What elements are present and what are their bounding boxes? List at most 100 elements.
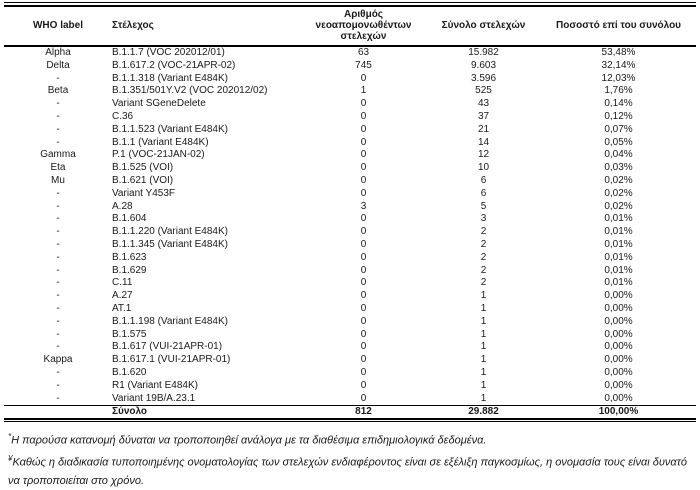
who-label-cell: -: [56, 264, 60, 276]
strain-cell: A.27: [112, 290, 133, 302]
total-strains-cell: 10: [477, 162, 490, 174]
percentage-cell: 0,01%: [604, 226, 633, 238]
table-row: Gamma P.1 (VOC-21JAN-02) 0 12 0,04%: [4, 149, 696, 162]
new-isolates-cell: 0: [360, 328, 367, 340]
strain-cell: B.1.604: [112, 213, 147, 225]
total-strains-cell: 2: [480, 264, 487, 276]
table-row: Beta B.1.351/501Y.V2 (VOC 202012/02) 1 525 1…: [4, 85, 696, 98]
variants-report-page: WHO label Στέλεχος Αριθμός νεοαπομονωθέν…: [4, 2, 696, 487]
table-row: - Variant SGeneDelete 0 43 0,14%: [4, 98, 696, 111]
who-label-cell: -: [56, 123, 60, 135]
percentage-cell: 0,01%: [604, 277, 633, 289]
strain-cell: Variant SGeneDelete: [112, 98, 206, 110]
who-label-cell: -: [56, 379, 60, 391]
new-isolates-cell: 0: [360, 354, 367, 366]
strain-cell: B.1.1.7 (VOC 202012/01): [112, 47, 225, 58]
total-strains-cell: 14: [477, 136, 490, 148]
strain-cell: B.1.617.2 (VOC-21APR-02): [112, 59, 236, 71]
top-rule-thick: [4, 5, 696, 7]
new-isolates-cell: 0: [360, 264, 367, 276]
total-strains-cell: 6: [480, 174, 487, 186]
total-percentage: 100,00%: [541, 405, 696, 419]
who-label-cell: -: [56, 187, 60, 199]
who-label-cell: -: [56, 392, 60, 404]
new-isolates-cell: 0: [360, 213, 367, 225]
table-row: Mu B.1.621 (VOI) 0 6 0,02%: [4, 175, 696, 188]
footnote-1-marker: *: [8, 432, 12, 442]
strain-cell: B.1.1.198 (Variant E484K): [112, 315, 228, 327]
bottom-rule-thin: [4, 421, 696, 423]
who-label-cell: -: [56, 200, 60, 212]
total-strains-cell: 1: [480, 392, 487, 404]
percentage-cell: 0,01%: [604, 238, 633, 250]
total-strains: 29.882: [426, 405, 541, 419]
table-row: - B.1.1.523 (Variant E484K) 0 21 0,07%: [4, 124, 696, 137]
who-label-cell: Beta: [47, 85, 69, 97]
total-strains-cell: 12: [477, 149, 490, 161]
table-row: - C.36 0 37 0,12%: [4, 111, 696, 124]
percentage-cell: 0,00%: [604, 392, 633, 404]
strain-cell: B.1.1.523 (Variant E484K): [112, 123, 228, 135]
total-strains-cell: 1: [480, 328, 487, 340]
percentage-cell: 0,00%: [604, 341, 633, 353]
percentage-cell: 0,07%: [604, 123, 633, 135]
total-strains-cell: 6: [480, 187, 487, 199]
new-isolates-cell: 0: [360, 392, 367, 404]
total-strains-cell: 5: [480, 200, 487, 212]
total-empty-cell: [4, 405, 112, 419]
percentage-cell: 0,02%: [604, 200, 633, 212]
total-strains-cell: 2: [480, 251, 487, 263]
total-strains-cell: 1: [480, 302, 487, 314]
strain-cell: C.36: [112, 110, 134, 122]
table-row: - B.1.1.345 (Variant E484K) 0 2 0,01%: [4, 239, 696, 252]
total-strains-cell: 1: [480, 366, 487, 378]
total-strains-cell: 3.596: [470, 72, 497, 84]
strain-cell: B.1.623: [112, 251, 147, 263]
new-isolates-cell: 0: [360, 341, 367, 353]
table-row: - B.1.1 (Variant E484K) 0 14 0,05%: [4, 137, 696, 150]
who-label-cell: -: [56, 213, 60, 225]
new-isolates-cell: 0: [360, 277, 367, 289]
table-bottom-border: [4, 418, 696, 423]
strain-cell: B.1.617.1 (VUI-21APR-01): [112, 354, 231, 366]
table-row: - Variant Y453F 0 6 0,02%: [4, 188, 696, 201]
percentage-cell: 0,02%: [604, 187, 633, 199]
strain-cell: P.1 (VOC-21JAN-02): [112, 149, 205, 161]
table-row: Delta B.1.617.2 (VOC-21APR-02) 745 9.603 32,…: [4, 60, 696, 73]
percentage-cell: 32,14%: [601, 59, 636, 71]
new-isolates-cell: 0: [360, 290, 367, 302]
percentage-cell: 1,76%: [604, 85, 633, 97]
percentage-cell: 0,00%: [604, 290, 633, 302]
new-isolates-cell: 0: [360, 174, 367, 186]
percentage-cell: 0,01%: [604, 264, 633, 276]
who-label-cell: -: [56, 110, 60, 122]
percentage-cell: 12,03%: [601, 72, 636, 84]
who-label-cell: Eta: [50, 162, 66, 174]
strain-cell: B.1.621 (VOI): [112, 174, 174, 186]
strain-cell: A.28: [112, 200, 133, 212]
table-row: Kappa B.1.617.1 (VUI-21APR-01) 0 1 0,00%: [4, 354, 696, 367]
total-strains-cell: 3: [480, 213, 487, 225]
table-footer: Σύνολο 812 29.882 100,00%: [4, 405, 696, 419]
percentage-cell: 53,48%: [601, 47, 636, 58]
new-isolates-cell: 0: [360, 149, 367, 161]
header-strain: Στέλεχος: [112, 7, 301, 47]
table-header: WHO label Στέλεχος Αριθμός νεοαπομονωθέν…: [4, 7, 696, 47]
table-row: Eta B.1.525 (VOI) 0 10 0,03%: [4, 162, 696, 175]
total-strains-cell: 2: [480, 238, 487, 250]
total-strains-cell: 37: [477, 110, 490, 122]
percentage-cell: 0,04%: [604, 149, 633, 161]
new-isolates-cell: 0: [360, 162, 367, 174]
new-isolates-cell: 0: [360, 251, 367, 263]
new-isolates-cell: 0: [360, 226, 367, 238]
new-isolates-cell: 0: [360, 136, 367, 148]
who-label-cell: -: [56, 302, 60, 314]
table-row: - R1 (Variant E484K) 0 1 0,00%: [4, 380, 696, 393]
table-row: - B.1.1.220 (Variant E484K) 0 2 0,01%: [4, 226, 696, 239]
who-label-cell: -: [56, 341, 60, 353]
percentage-cell: 0,00%: [604, 328, 633, 340]
footnote-1: *Η παρούσα κατανομή δύναται να τροποποιη…: [8, 428, 694, 450]
percentage-cell: 0,01%: [604, 213, 633, 225]
table-row: - B.1.617 (VUI-21APR-01) 0 1 0,00%: [4, 341, 696, 354]
strain-cell: B.1.525 (VOI): [112, 162, 174, 174]
